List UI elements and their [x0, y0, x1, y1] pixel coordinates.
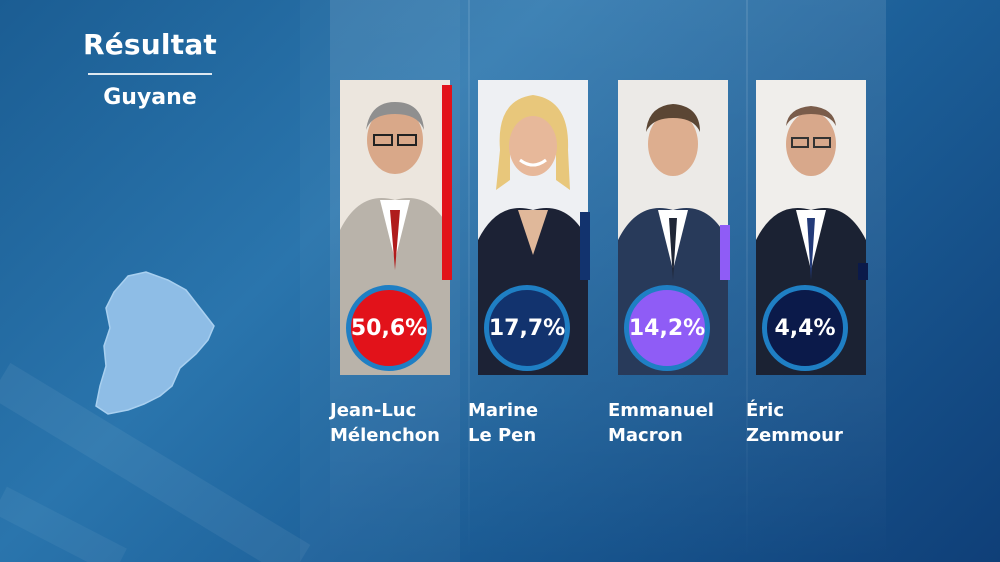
percentage-badge: 50,6% — [346, 285, 432, 371]
percentage-label: 4,4% — [774, 315, 836, 341]
percentage-badge: 17,7% — [484, 285, 570, 371]
guyane-map — [95, 271, 215, 415]
candidate-name-line: Emmanuel — [608, 400, 714, 421]
header: Résultat Guyane — [70, 28, 230, 110]
candidate-name-line: Macron — [608, 425, 683, 446]
candidate-panel: 4,4% Éric Zemmour — [746, 0, 886, 562]
page-title: Résultat — [82, 28, 217, 61]
candidate-name-line: Jean-Luc — [330, 400, 417, 421]
candidate-name: Emmanuel Macron — [608, 398, 748, 448]
candidate-name: Éric Zemmour — [746, 398, 886, 448]
percentage-label: 17,7% — [488, 315, 566, 341]
percentage-badge: 4,4% — [762, 285, 848, 371]
candidate-panel: 17,7% Marine Le Pen — [468, 0, 608, 562]
result-bar — [580, 212, 590, 280]
candidate-name: Jean-Luc Mélenchon — [330, 398, 470, 448]
candidate-name-line: Marine — [468, 400, 539, 421]
region-label: Guyane — [103, 85, 197, 110]
header-divider — [88, 73, 212, 75]
candidate-name: Marine Le Pen — [468, 398, 608, 448]
candidate-panel: 50,6% Jean-Luc Mélenchon — [330, 0, 470, 562]
percentage-badge: 14,2% — [624, 285, 710, 371]
candidate-name-line: Éric — [746, 400, 785, 421]
candidate-name-line: Zemmour — [746, 425, 843, 446]
candidate-name-line: Mélenchon — [330, 425, 440, 446]
candidate-name-line: Le Pen — [468, 425, 537, 446]
result-bar — [442, 85, 452, 280]
percentage-label: 50,6% — [350, 315, 428, 341]
percentage-label: 14,2% — [628, 315, 706, 341]
result-bar — [720, 225, 730, 280]
result-bar — [858, 263, 868, 280]
candidate-panel: 14,2% Emmanuel Macron — [608, 0, 748, 562]
